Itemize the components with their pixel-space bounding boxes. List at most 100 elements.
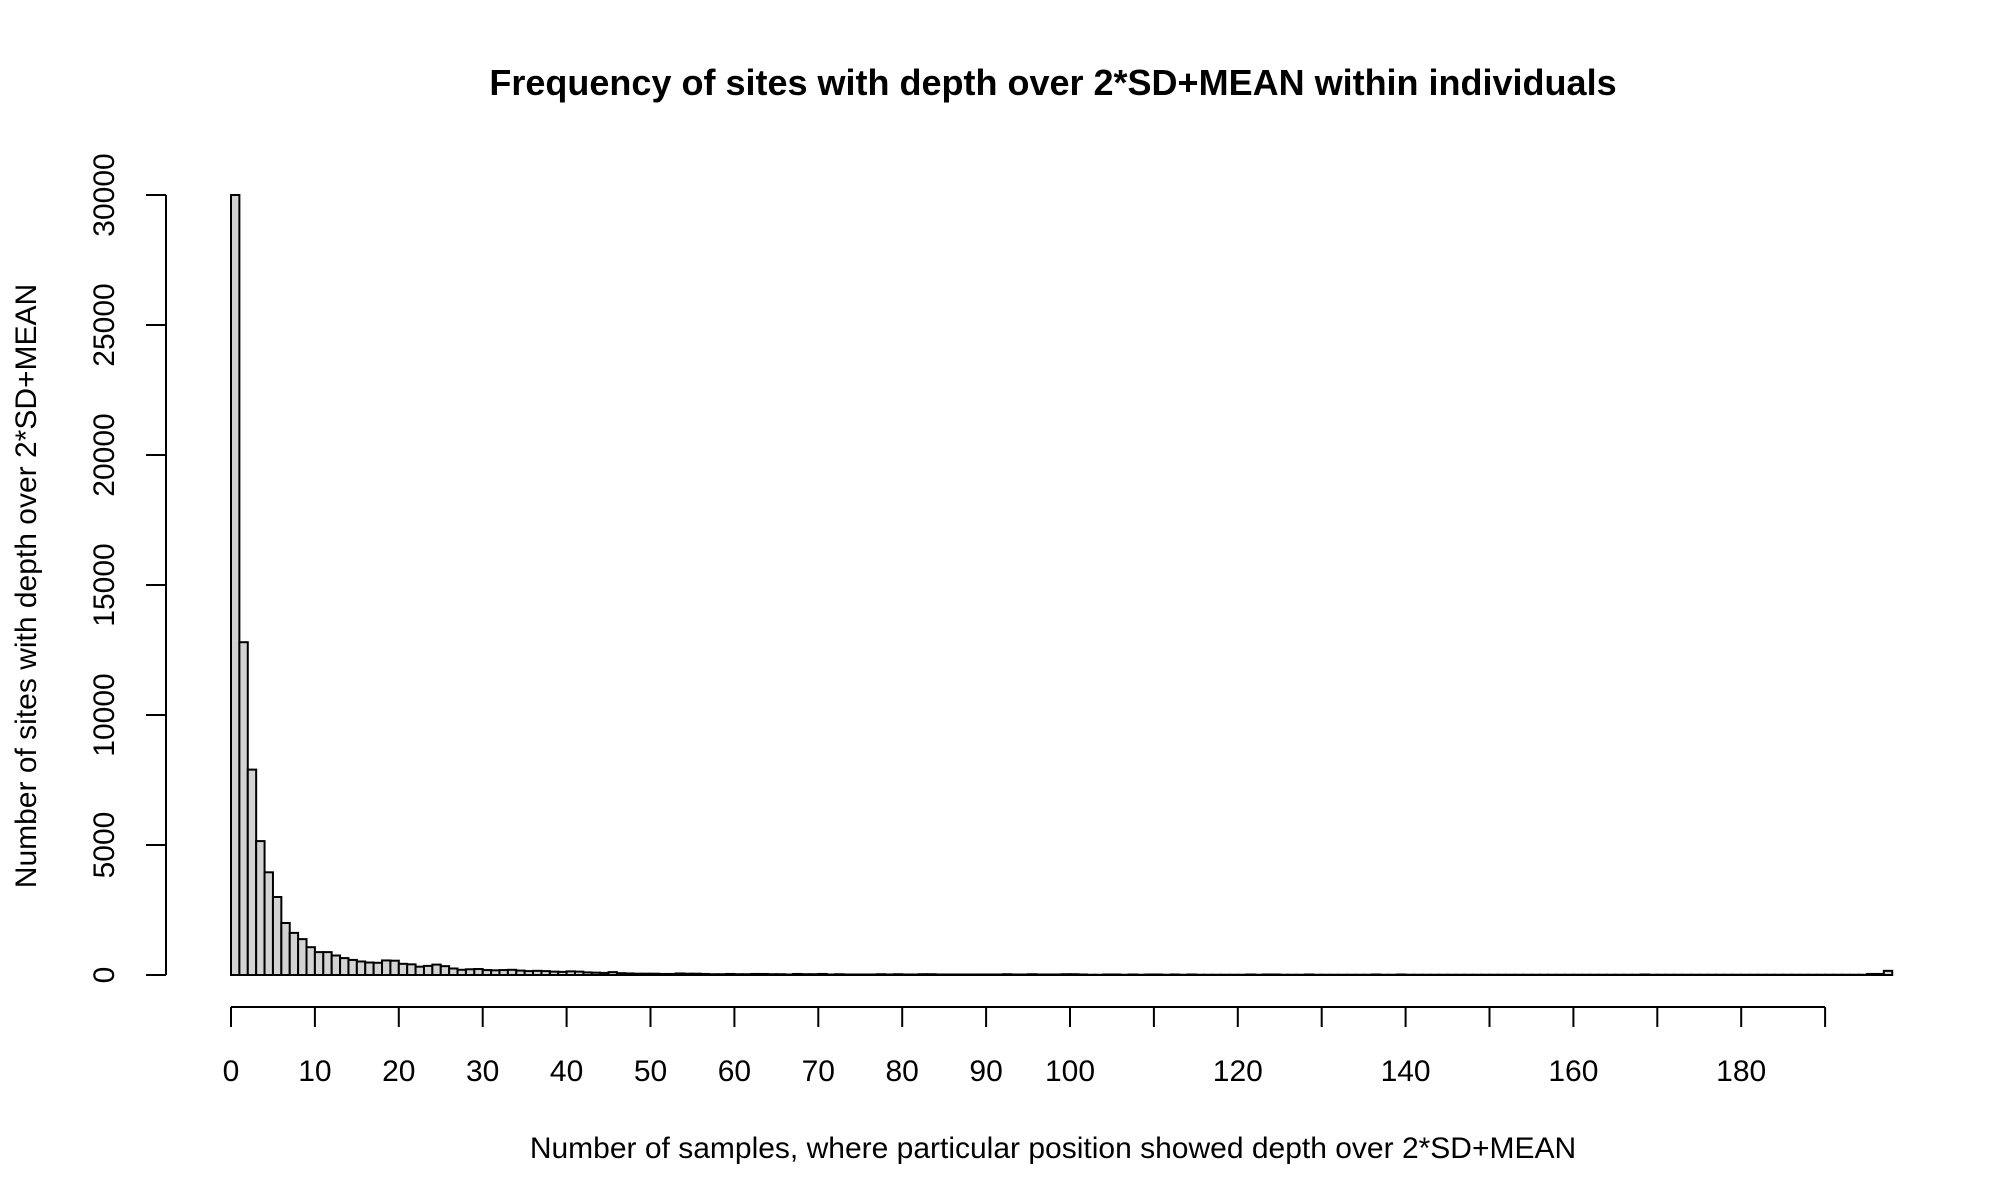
- histogram-bar: [1874, 972, 1885, 977]
- histogram-bar: [1127, 973, 1139, 976]
- histogram-bar: [674, 972, 686, 977]
- histogram-bar: [792, 972, 803, 977]
- histogram-bar: [985, 973, 996, 976]
- y-axis: 0 5000 10000 15000 20000 25000 30000: [88, 153, 167, 984]
- histogram-bar: [657, 972, 669, 977]
- histogram-bar: [624, 972, 635, 977]
- chart-title: Frequency of sites with depth over 2*SD+…: [489, 62, 1616, 103]
- histogram-bar: [565, 970, 576, 976]
- x-tick-label: 90: [969, 1055, 1002, 1088]
- histogram-bar: [322, 951, 333, 976]
- histogram-bar: [347, 958, 358, 976]
- histogram-bar: [355, 960, 367, 976]
- histogram-bar: [1001, 973, 1013, 976]
- histogram-bar: [397, 962, 409, 977]
- histogram-bar: [1110, 973, 1122, 976]
- histogram-bar: [246, 768, 258, 976]
- histogram-bar: [1882, 969, 1894, 977]
- histogram-bar: [381, 959, 392, 977]
- histogram-bar: [431, 963, 442, 976]
- x-tick-label: 80: [886, 1055, 919, 1088]
- x-tick-label: 60: [718, 1055, 751, 1088]
- histogram-bar: [456, 968, 467, 976]
- histogram-bar: [490, 969, 501, 977]
- histogram-bar: [1043, 973, 1055, 976]
- histogram-bar: [951, 973, 962, 976]
- histogram-bar: [1102, 973, 1113, 976]
- histogram-bar: [498, 969, 509, 976]
- x-tick-label: 20: [382, 1055, 415, 1088]
- histogram-bar: [1639, 973, 1650, 976]
- histogram-bar: [481, 969, 493, 976]
- histogram-bar: [540, 970, 551, 976]
- histogram-bar: [339, 957, 350, 976]
- y-tick-label: 10000: [88, 673, 121, 756]
- histogram-bar: [473, 968, 484, 977]
- histogram-bar: [1077, 973, 1088, 976]
- histogram-bar: [1052, 973, 1063, 976]
- histogram-bar: [506, 968, 518, 976]
- histogram-bar: [892, 973, 904, 976]
- histogram-bar: [573, 970, 585, 976]
- histogram-bar: [825, 973, 837, 976]
- histogram-bar: [1261, 973, 1273, 976]
- histogram-bar: [1396, 973, 1407, 976]
- y-tick-label: 0: [88, 967, 121, 984]
- histogram-bar: [288, 931, 300, 977]
- histogram-bar: [448, 967, 459, 976]
- histogram-bar: [515, 969, 526, 977]
- histogram-bar: [607, 971, 618, 977]
- x-tick-label: 0: [223, 1055, 240, 1088]
- histogram-bar: [1035, 973, 1046, 976]
- histogram-bar: [783, 973, 795, 976]
- x-tick-label: 70: [802, 1055, 835, 1088]
- histogram-bar: [1169, 973, 1181, 976]
- histogram-bar: [632, 972, 644, 977]
- histogram-bar: [548, 970, 560, 976]
- histogram-bar: [364, 961, 375, 977]
- histogram-bar: [968, 973, 979, 976]
- histogram-bar: [901, 973, 912, 976]
- histogram-bar: [800, 973, 811, 976]
- histogram-bar: [867, 973, 879, 976]
- x-tick-label: 120: [1213, 1055, 1263, 1088]
- histogram-bar: [1144, 973, 1155, 976]
- histogram-bar: [876, 973, 887, 976]
- histogram-bar: [305, 946, 316, 976]
- histogram-bar: [464, 968, 476, 977]
- histogram-bar: [1186, 973, 1197, 976]
- histogram-bar: [683, 972, 694, 977]
- histogram-bar: [834, 973, 845, 976]
- histogram-bar: [959, 973, 971, 976]
- histogram-bar: [733, 973, 744, 976]
- histogram-bar: [557, 970, 568, 977]
- histogram-bar: [297, 938, 308, 976]
- histogram-bar: [230, 194, 241, 976]
- x-tick-label: 160: [1548, 1055, 1598, 1088]
- x-tick-label: 30: [466, 1055, 499, 1088]
- x-axis-label: Number of samples, where particular posi…: [530, 1132, 1576, 1165]
- histogram-bar: [750, 972, 761, 977]
- x-tick-label: 100: [1045, 1055, 1095, 1088]
- y-axis-label: Number of sites with depth over 2*SD+MEA…: [10, 284, 43, 888]
- histogram-bar: [666, 972, 677, 977]
- histogram-bar: [1152, 973, 1164, 976]
- histogram-bar: [389, 959, 400, 977]
- histogram-bar: [699, 972, 711, 977]
- histogram-bar: [842, 973, 853, 976]
- histogram-bar: [439, 965, 451, 976]
- y-tick-label: 5000: [88, 812, 121, 879]
- histogram-bar: [917, 973, 929, 976]
- histogram-bar: [615, 972, 627, 976]
- x-tick-label: 180: [1716, 1055, 1766, 1088]
- histogram-bar: [934, 973, 946, 976]
- histogram-bar: [691, 972, 702, 977]
- histogram-bar: [884, 973, 895, 976]
- histogram-bar: [406, 963, 417, 977]
- histogram-bar: [641, 972, 652, 977]
- histogram-bar: [280, 922, 291, 976]
- histogram-bar: [263, 871, 274, 976]
- histogram-bar: [238, 641, 249, 976]
- x-axis: 0 10 20 30 40 50 60 70 80 90 100 120 140 160 180: [223, 1006, 1827, 1088]
